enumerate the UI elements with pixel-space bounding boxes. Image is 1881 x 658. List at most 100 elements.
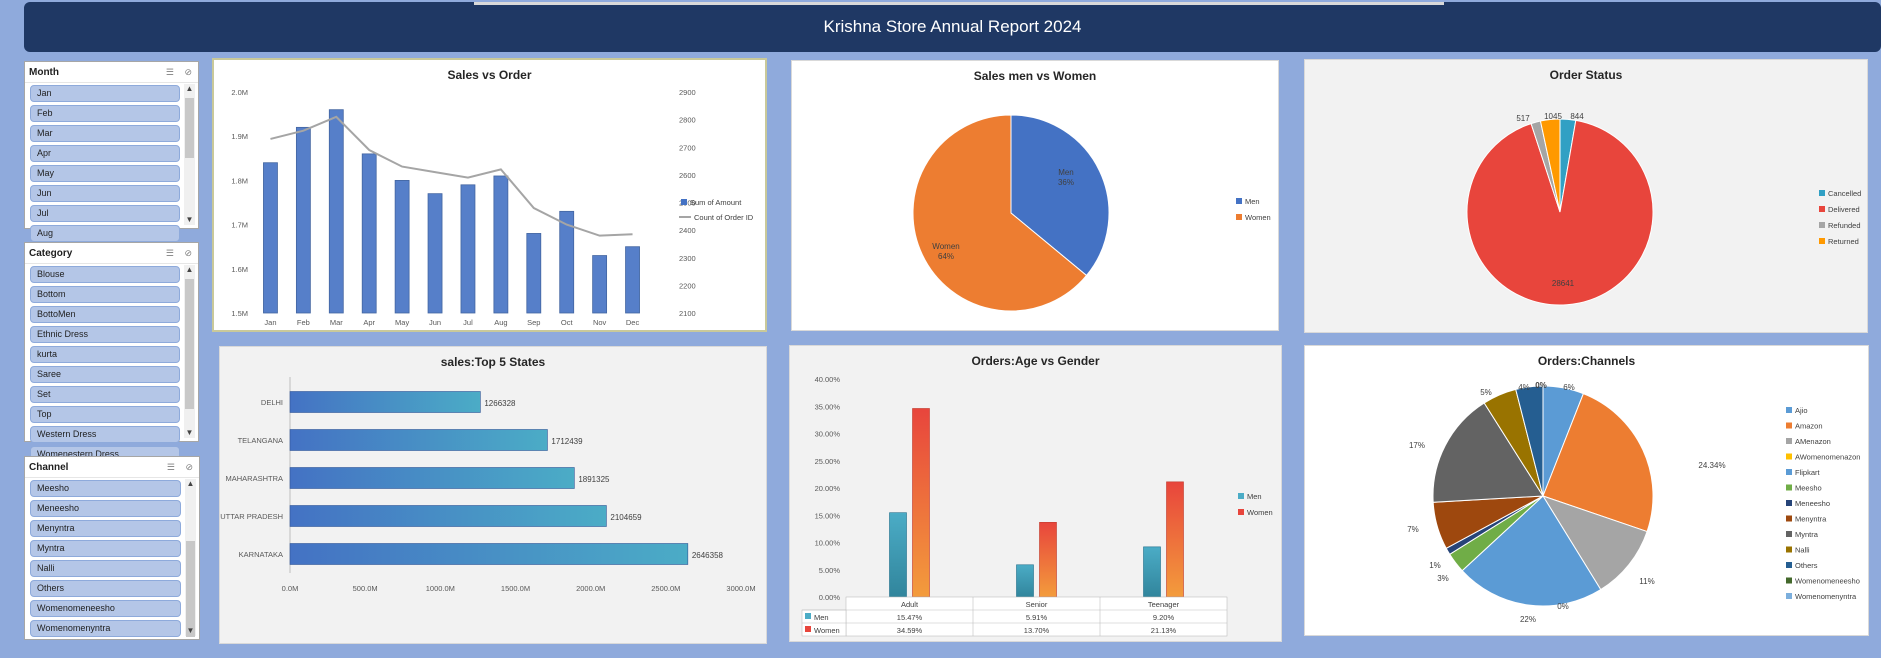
slicer-item-jul[interactable]: Jul	[30, 205, 180, 222]
y2-tick-label: 2100	[679, 309, 696, 318]
clear-filter-icon[interactable]: ⊘	[184, 66, 192, 77]
legend-swatch	[1236, 198, 1242, 204]
slicer-item-jan[interactable]: Jan	[30, 85, 180, 102]
x-tick-label: Aug	[494, 318, 507, 327]
slicer-item-womenomenyntra[interactable]: Womenomenyntra	[30, 620, 181, 637]
channels-panel[interactable]: Orders:Channels 6% 24.34% 11% 0% 22% 3% 1% 7% 17…	[1304, 345, 1869, 636]
slicer-item-blouse[interactable]: Blouse	[30, 266, 180, 283]
x-tick-label: 0.0M	[282, 584, 299, 593]
legend-label: Womenomenyntra	[1795, 592, 1857, 601]
bar-women-adult	[912, 408, 930, 598]
legend-label: Returned	[1828, 237, 1859, 246]
multi-select-icon[interactable]: ☰	[165, 66, 174, 77]
x-tick-label: 2500.0M	[651, 584, 680, 593]
legend-label: Myntra	[1795, 530, 1819, 539]
table-col-header: Teenager	[1148, 600, 1180, 609]
channel-slicer-scrollbar[interactable]: ▲ ▼	[185, 479, 196, 637]
slicer-item-ethnic-dress[interactable]: Ethnic Dress	[30, 326, 180, 343]
y-tick-label: 0.00%	[819, 593, 841, 602]
clear-filter-icon[interactable]: ⊘	[184, 247, 192, 258]
pie-slice-others	[1515, 385, 1544, 497]
scroll-down-icon[interactable]: ▼	[185, 215, 194, 224]
slicer-item-set[interactable]: Set	[30, 386, 180, 403]
x-tick-label: Sep	[527, 318, 540, 327]
slicer-item-meesho[interactable]: Meesho	[30, 480, 181, 497]
slicer-item-apr[interactable]: Apr	[30, 145, 180, 162]
slicer-item-feb[interactable]: Feb	[30, 105, 180, 122]
order-status-panel[interactable]: Order Status 844 28641 517 1045 Cancelled Del…	[1304, 59, 1868, 333]
data-table	[845, 596, 1228, 637]
scroll-up-icon[interactable]: ▲	[185, 265, 194, 274]
data-label-myntra: 17%	[1409, 441, 1425, 450]
slicer-item-womenomeneesho[interactable]: Womenomeneesho	[30, 600, 181, 617]
channel-slicer[interactable]: Channel ☰ ⊘ Meesho Meneesho Menyntra Myntra…	[24, 456, 200, 640]
category-slicer-items: Blouse Bottom BottoMen Ethnic Dress kurta Sar…	[30, 266, 180, 466]
data-label-delivered: 28641	[1552, 279, 1575, 288]
scroll-thumb[interactable]	[186, 541, 195, 637]
slicer-item-may[interactable]: May	[30, 165, 180, 182]
y-tick-label: 40.00%	[815, 375, 841, 384]
data-label-menyntra: 7%	[1407, 525, 1419, 534]
order-status-chart: 844 28641 517 1045 Cancelled Delivered Refunde…	[1466, 112, 1861, 306]
slicer-item-saree[interactable]: Saree	[30, 366, 180, 383]
slicer-item-jun[interactable]: Jun	[30, 185, 180, 202]
pie-slice-myntra	[1432, 402, 1544, 503]
multi-select-icon[interactable]: ☰	[165, 247, 174, 258]
pie-slice-amazon	[1542, 393, 1654, 533]
chart-title: Orders:Age vs Gender	[971, 354, 1100, 368]
data-label: 2104659	[610, 513, 642, 522]
slicer-item-bottomen[interactable]: BottoMen	[30, 306, 180, 323]
slicer-item-kurta[interactable]: kurta	[30, 346, 180, 363]
slicer-item-aug[interactable]: Aug	[30, 225, 180, 242]
sales-vs-order-panel[interactable]: Sales vs Order 1.5M 1.6M 1.7M 1.8M 1.9M 2.0M 2…	[212, 58, 767, 332]
month-slicer-items: Jan Feb Mar Apr May Jun Jul Aug	[30, 85, 180, 245]
chart-title: Sales vs Order	[447, 68, 532, 82]
scroll-down-icon[interactable]: ▼	[186, 626, 195, 635]
scroll-thumb[interactable]	[185, 98, 194, 158]
legend-label: Amazon	[1795, 422, 1823, 431]
legend-label: Others	[1795, 561, 1818, 570]
data-label-cancelled: 844	[1570, 112, 1584, 121]
scroll-thumb[interactable]	[185, 279, 194, 409]
clear-filter-icon[interactable]: ⊘	[185, 461, 193, 472]
slicer-item-western-dress[interactable]: Western Dress	[30, 426, 180, 443]
legend-label: Meesho	[1795, 484, 1822, 493]
pie-slice-women	[912, 114, 1088, 312]
month-slicer[interactable]: Month ☰ ⊘ Jan Feb Mar Apr May Jun Jul Aug ▲ ▼	[24, 61, 199, 242]
category-slicer[interactable]: Category ☰ ⊘ Blouse Bottom BottoMen Ethnic …	[24, 242, 199, 463]
bar-maharashtra	[289, 467, 575, 489]
slicer-item-others[interactable]: Others	[30, 580, 181, 597]
bar-jan	[263, 162, 278, 314]
top-states-panel[interactable]: sales:Top 5 States DELHI 1266328 TELANGANA…	[219, 346, 767, 644]
slicer-item-myntra[interactable]: Myntra	[30, 540, 181, 557]
slicer-item-top[interactable]: Top	[30, 406, 180, 423]
slicer-item-nalli[interactable]: Nalli	[30, 560, 181, 577]
data-label: 1266328	[484, 399, 516, 408]
y-tick-label: 5.00%	[819, 566, 841, 575]
multi-select-icon[interactable]: ☰	[166, 461, 175, 472]
category-slicer-scrollbar[interactable]: ▲ ▼	[184, 265, 195, 438]
age-gender-panel[interactable]: Orders:Age vs Gender 0.00% 5.00% 10.00% 15.…	[789, 345, 1282, 642]
scroll-down-icon[interactable]: ▼	[185, 428, 194, 437]
x-tick-label: Oct	[561, 318, 574, 327]
slicer-item-mar[interactable]: Mar	[30, 125, 180, 142]
slicer-item-bottom[interactable]: Bottom	[30, 286, 180, 303]
x-tick-label: Jul	[463, 318, 473, 327]
legend-swatch	[681, 199, 687, 205]
month-slicer-scrollbar[interactable]: ▲ ▼	[184, 84, 195, 225]
legend-swatch	[1786, 562, 1792, 568]
slicer-item-menyntra[interactable]: Menyntra	[30, 520, 181, 537]
legend-swatch	[1786, 469, 1792, 475]
bar-uttar-pradesh	[289, 505, 607, 527]
bar-may	[394, 180, 410, 314]
slicer-item-meneesho[interactable]: Meneesho	[30, 500, 181, 517]
sales-men-women-panel[interactable]: Sales men vs Women Men 36% Women 64% Men Wome…	[791, 60, 1279, 331]
scroll-up-icon[interactable]: ▲	[186, 479, 195, 488]
table-row-swatch	[805, 626, 811, 632]
sales-men-women-chart: Men 36% Women 64% Men Women	[912, 114, 1271, 312]
y-tick-label: 35.00%	[815, 402, 841, 411]
bar-feb	[295, 126, 311, 314]
scroll-up-icon[interactable]: ▲	[185, 84, 194, 93]
y-tick-label: 1.7M	[231, 221, 248, 230]
x-tick-label: 1000.0M	[426, 584, 455, 593]
